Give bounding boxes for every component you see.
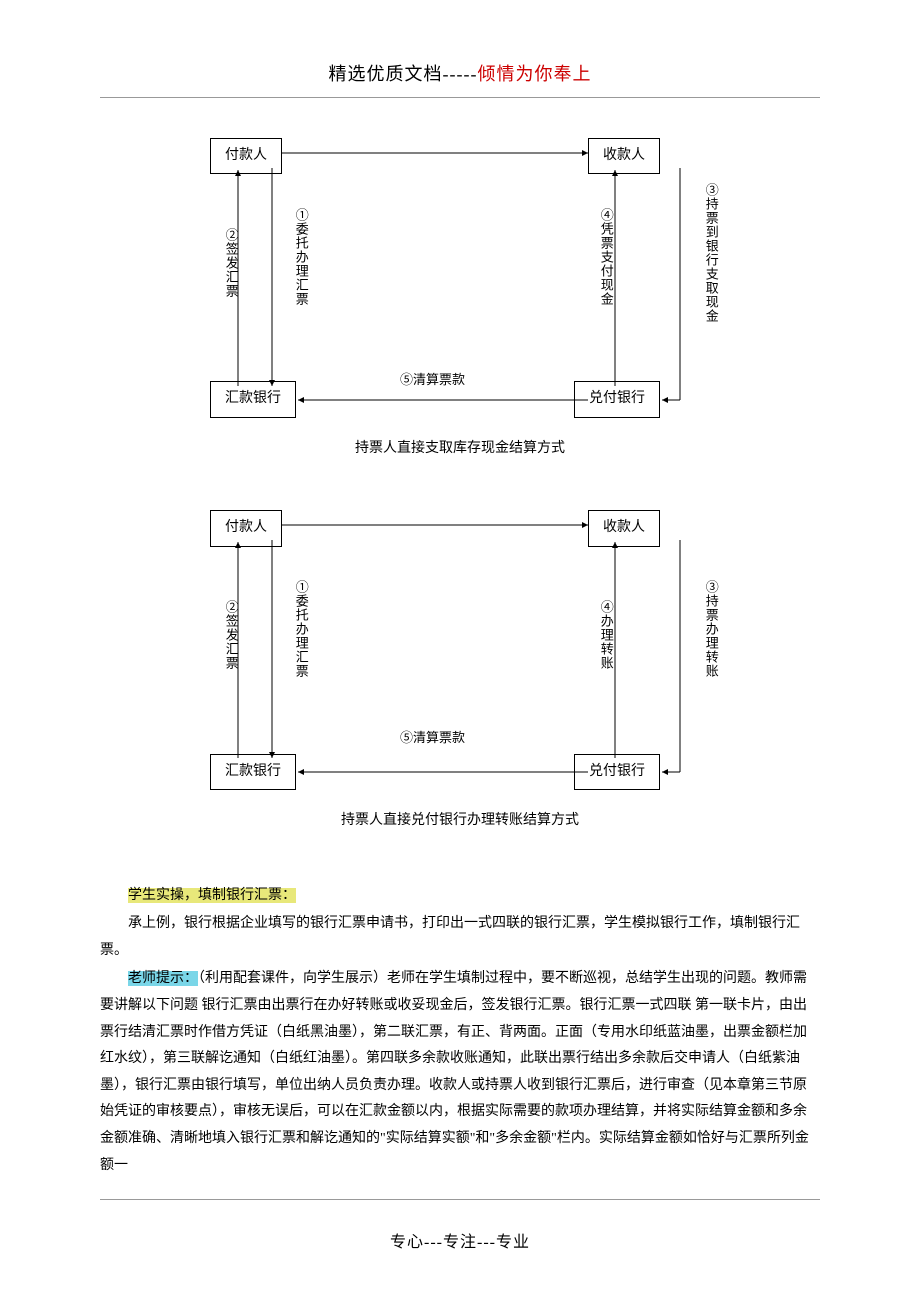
page-header: 精选优质文档-----倾情为你奉上 [100, 60, 820, 89]
label-3b: ③持票办理转账 [700, 580, 721, 678]
para-3: 老师提示：（利用配套课件，向学生展示）老师在学生填制过程中，要不断巡视，总结学生… [100, 966, 820, 1179]
caption-1: 持票人直接支取库存现金结算方式 [100, 438, 820, 460]
para-3-rest: （利用配套课件，向学生展示）老师在学生填制过程中，要不断巡视，总结学生出现的问题… [100, 971, 809, 1172]
box-remit-bank-2: 汇款银行 [210, 754, 296, 790]
header-suffix: 倾情为你奉上 [477, 64, 591, 84]
diagram-2: 付款人 收款人 汇款银行 兑付银行 ①委托办理汇票 ②签发汇票 ③持票办理转账 … [200, 510, 720, 790]
label-2b: ②签发汇票 [220, 600, 241, 670]
body-text: 学生实操，填制银行汇票： 承上例，银行根据企业填写的银行汇票申请书，打印出一式四… [100, 883, 820, 1180]
label-5: ⑤清算票款 [400, 370, 465, 391]
box-payee-2: 收款人 [588, 510, 660, 546]
caption-2: 持票人直接兑付银行办理转账结算方式 [100, 810, 820, 832]
para-2: 承上例，银行根据企业填写的银行汇票申请书，打印出一式四联的银行汇票，学生模拟银行… [100, 911, 820, 964]
label-4: ④凭票支付现金 [595, 208, 616, 306]
label-1: ①委托办理汇票 [290, 208, 311, 306]
label-5b: ⑤清算票款 [400, 728, 465, 749]
hl-teacher: 老师提示： [128, 971, 198, 986]
diagram-1: 付款人 收款人 汇款银行 兑付银行 ①委托办理汇票 ②签发汇票 ③持票到银行支取… [200, 138, 720, 418]
page-footer: 专心---专注---专业 [100, 1230, 820, 1256]
header-prefix: 精选优质文档 [329, 64, 443, 84]
header-rule [100, 97, 820, 98]
label-3: ③持票到银行支取现金 [700, 183, 721, 323]
footer-rule [100, 1199, 820, 1200]
box-pay-bank-2: 兑付银行 [574, 754, 660, 790]
box-remit-bank: 汇款银行 [210, 381, 296, 417]
label-1b: ①委托办理汇票 [290, 580, 311, 678]
box-payer: 付款人 [210, 138, 282, 174]
label-2: ②签发汇票 [220, 228, 241, 298]
label-4b: ④办理转账 [595, 600, 616, 670]
box-payee: 收款人 [588, 138, 660, 174]
hl-student: 学生实操，填制银行汇票： [128, 888, 296, 903]
box-pay-bank: 兑付银行 [574, 381, 660, 417]
header-sep: ----- [443, 64, 478, 84]
box-payer-2: 付款人 [210, 510, 282, 546]
para-1: 学生实操，填制银行汇票： [100, 883, 820, 910]
